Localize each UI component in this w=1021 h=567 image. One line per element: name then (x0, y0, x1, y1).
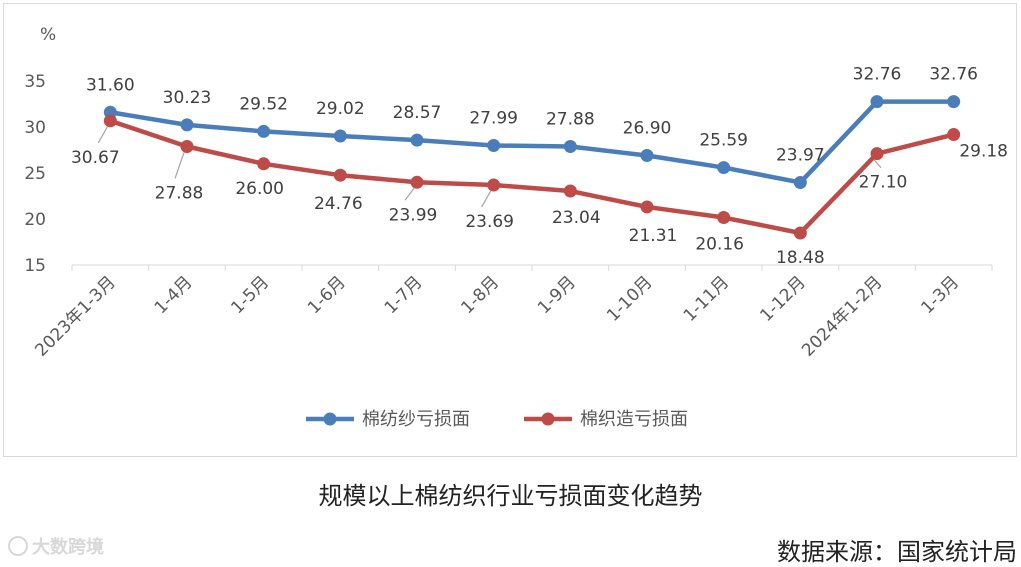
data-source: 数据来源：国家统计局 (777, 538, 1017, 566)
x-tick-label: 1-6月 (304, 272, 350, 318)
data-label-leader (481, 190, 492, 208)
data-label: 25.59 (699, 131, 748, 151)
data-label: 23.97 (776, 145, 825, 165)
data-label: 27.99 (469, 108, 518, 128)
series-point-1 (870, 147, 884, 161)
data-label-leader (97, 126, 108, 144)
series-point-1 (103, 114, 117, 128)
series-point-0 (487, 138, 501, 152)
y-tick-label: 15 (24, 256, 46, 276)
data-label: 29.02 (316, 99, 365, 119)
series-point-0 (333, 129, 347, 143)
series-point-1 (793, 226, 807, 240)
series-line-1 (109, 118, 955, 236)
data-label: 27.10 (859, 173, 908, 193)
series-point-1 (333, 168, 347, 182)
y-tick-label: 20 (24, 210, 46, 230)
data-label: 21.31 (629, 226, 678, 246)
series-point-1 (640, 200, 654, 214)
legend-marker (323, 412, 337, 426)
data-label: 26.00 (235, 179, 284, 199)
series-point-1 (947, 128, 961, 142)
series-point-0 (563, 140, 577, 154)
data-label: 29.52 (239, 94, 288, 114)
data-label: 32.76 (853, 65, 902, 85)
series-point-1 (410, 175, 424, 189)
line-chart: 15 20 25 30 35% 2023年1-3月 1-4月 1-5月 1-6月 1-7月 1-8月… (24, 25, 1008, 430)
chart-frame (3, 3, 1017, 457)
watermark-text: 大数跨境 (32, 537, 104, 558)
data-label: 29.18 (959, 142, 1008, 162)
series-point-1 (180, 140, 194, 154)
y-unit-label: % (40, 25, 56, 45)
data-label: 18.48 (776, 248, 825, 268)
legend-label: 棉纺纱亏损面 (362, 409, 470, 430)
data-label: 24.76 (314, 194, 363, 214)
x-tick-label: 1-3月 (917, 272, 963, 318)
x-tick-label: 1-5月 (227, 272, 273, 318)
y-tick-label: 25 (24, 164, 46, 184)
series-point-0 (640, 149, 654, 163)
series-point-0 (410, 133, 424, 147)
x-tick-label: 1-4月 (151, 272, 197, 318)
series-point-0 (257, 124, 271, 138)
x-tick-label: 1-12月 (756, 272, 809, 325)
series-point-1 (717, 211, 731, 225)
data-label: 23.04 (552, 208, 601, 228)
legend-label: 棉织造亏损面 (580, 409, 688, 430)
x-tick-label: 2024年1-2月 (798, 272, 886, 360)
series-point-1 (487, 178, 501, 192)
data-label: 31.60 (86, 75, 135, 95)
series-point-1 (563, 184, 577, 198)
data-label: 26.90 (623, 119, 672, 139)
watermark: 大数跨境 (8, 533, 104, 559)
data-label: 30.23 (163, 88, 212, 108)
y-tick-label: 30 (24, 118, 46, 138)
series-point-1 (257, 157, 271, 171)
data-label: 20.16 (695, 235, 744, 255)
data-label: 23.69 (465, 212, 514, 232)
data-label: 30.67 (71, 148, 120, 168)
series-point-0 (717, 161, 731, 175)
data-label: 27.88 (546, 110, 595, 130)
legend-marker (541, 412, 555, 426)
x-tick-label: 2023年1-3月 (31, 272, 119, 360)
y-tick-label: 35 (24, 72, 46, 92)
data-label: 23.99 (389, 205, 438, 225)
x-tick-label: 1-11月 (680, 272, 733, 325)
data-label: 32.76 (929, 65, 978, 85)
data-label-leader (174, 152, 185, 179)
x-tick-label: 1-7月 (381, 272, 427, 318)
data-label-leader (873, 159, 882, 169)
series-point-0 (947, 95, 961, 109)
data-label: 27.88 (155, 184, 204, 204)
series-line-0 (109, 99, 954, 185)
watermark-logo-icon (8, 536, 28, 556)
x-tick-label: 1-9月 (534, 272, 580, 318)
series-point-0 (870, 95, 884, 109)
x-tick-label: 1-10月 (603, 272, 656, 325)
x-tick-label: 1-8月 (457, 272, 503, 318)
data-label-leader (404, 187, 415, 201)
data-label: 28.57 (393, 103, 442, 123)
series-point-0 (180, 118, 194, 132)
chart-caption: 规模以上棉纺织行业亏损面变化趋势 (318, 482, 703, 510)
series-point-0 (793, 175, 807, 189)
